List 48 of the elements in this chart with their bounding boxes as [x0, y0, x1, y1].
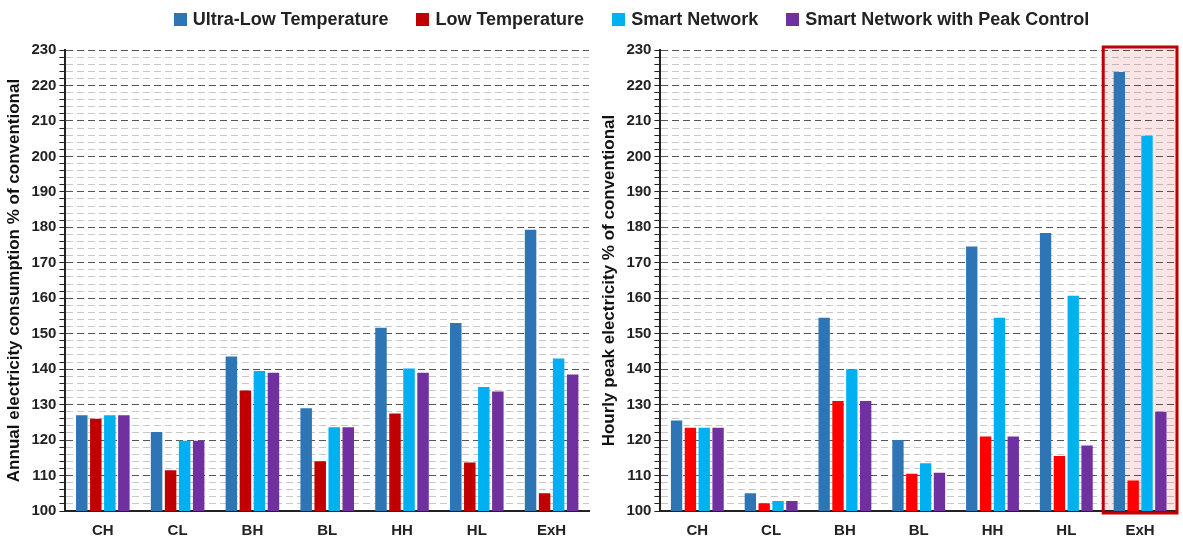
y-tick-label: 210: [31, 111, 57, 129]
y-tick-label: 160: [31, 288, 57, 306]
x-tick-label: CH: [686, 521, 709, 539]
x-tick-label: CL: [761, 521, 782, 539]
x-tick-label: ExH: [1125, 521, 1155, 539]
y-tick-label: 180: [626, 217, 652, 235]
legend-label: Smart Network with Peak Control: [805, 8, 1090, 30]
y-tick-label: 230: [626, 40, 652, 58]
y-tick-label: 130: [626, 394, 652, 412]
y-tick-label: 220: [626, 75, 652, 93]
y-tick-label: 220: [31, 75, 57, 93]
y-tick-label: 120: [31, 430, 57, 448]
y-tick-label: 200: [626, 146, 652, 164]
y-tick-label: 130: [31, 394, 57, 412]
x-tick-label: CH: [91, 521, 114, 539]
y-tick-label: 100: [31, 501, 57, 519]
y-tick-label: 170: [626, 252, 652, 270]
legend-label: Smart Network: [631, 8, 759, 30]
legend-label: Low Temperature: [435, 8, 585, 30]
x-tick-label: HL: [1056, 521, 1077, 539]
y-tick-label: 140: [626, 359, 652, 377]
x-tick-label: CL: [167, 521, 188, 539]
x-tick-label: BL: [908, 521, 929, 539]
y-tick-label: 230: [31, 40, 57, 58]
x-tick-label: HL: [466, 521, 487, 539]
y-tick-label: 140: [31, 359, 57, 377]
y-tick-label: 110: [32, 465, 57, 483]
y-tick-label: 120: [626, 430, 652, 448]
y-tick-label: 160: [626, 288, 652, 306]
y-tick-label: 190: [626, 181, 652, 199]
y-axis-title: Annual electricity consumption % of conventional: [3, 78, 23, 483]
y-tick-label: 170: [31, 252, 57, 270]
y-tick-label: 180: [31, 217, 57, 235]
y-tick-label: 190: [31, 181, 57, 199]
y-tick-label: 150: [626, 323, 652, 341]
x-tick-label: BH: [834, 521, 856, 539]
x-tick-label: HH: [391, 521, 413, 539]
x-tick-label: BH: [241, 521, 264, 539]
y-tick-label: 100: [626, 501, 652, 519]
legend-label: Ultra-Low Temperature: [192, 8, 389, 30]
x-tick-label: HH: [981, 521, 1004, 539]
x-tick-label: ExH: [537, 521, 567, 539]
y-tick-label: 150: [31, 323, 57, 341]
x-tick-label: BL: [317, 521, 338, 539]
y-axis-title: Hourly peak electricity % of conventional: [598, 114, 618, 447]
y-tick-label: 210: [626, 111, 652, 129]
y-tick-label: 110: [627, 465, 652, 483]
y-tick-label: 200: [31, 146, 57, 164]
